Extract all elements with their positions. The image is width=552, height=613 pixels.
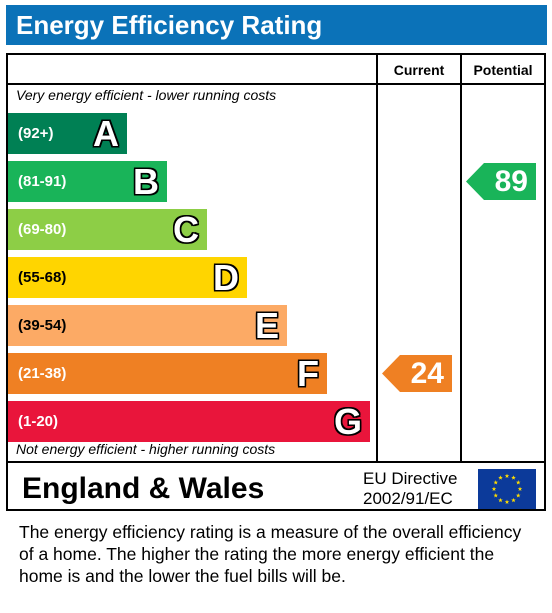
band-range-label: (81-91) [18,173,67,190]
region-name: England & Wales [22,472,265,505]
current-rating-value: 24 [410,357,444,390]
potential-column-divider [460,55,462,463]
eu-star-icon [504,473,510,478]
bottom-caption: Not energy efficient - higher running co… [16,441,276,457]
eu-star-icon [491,486,497,491]
potential-column-header: Potential [473,62,533,78]
band-letter: A [93,113,119,154]
eu-star-icon [511,497,516,503]
eu-star-icon [498,475,503,480]
band-c: (69-80) C [8,209,207,250]
band-letter: D [213,257,239,298]
band-a: (92+) A [8,113,127,154]
current-rating-arrow: 24 [382,355,452,392]
band-range-label: (92+) [18,125,54,142]
band-range-label: (55-68) [18,269,67,286]
page-title: Energy Efficiency Rating [6,5,547,45]
band-letter: B [133,161,159,202]
band-d: (55-68) D [8,257,247,298]
band-letter: F [297,353,319,394]
directive-line-1: EU Directive [363,469,458,488]
footer-divider [8,461,544,463]
band-range-label: (39-54) [18,317,67,334]
eu-directive: EU Directive 2002/91/EC [363,469,457,509]
description-text: The energy efficiency rating is a measur… [19,522,522,586]
band-range-label: (69-80) [18,221,67,238]
top-caption: Very energy efficient - lower running co… [16,87,277,103]
potential-rating-arrow: 89 [466,163,536,200]
band-g: (1-20) G [8,401,370,442]
band-f: (21-38) F [8,353,327,394]
band-e: (39-54) E [8,305,287,346]
eu-flag-icon [478,469,536,509]
eu-star-icon [515,480,521,485]
band-b: (81-91) B [8,161,167,202]
potential-rating-value: 89 [494,165,528,198]
current-column-header: Current [393,62,445,78]
band-letter: E [254,305,279,346]
band-letter: C [173,209,199,250]
eu-star-icon [515,493,521,498]
eu-star-icon [493,480,499,485]
current-column-divider [376,55,378,463]
header-divider [8,83,544,85]
band-range-label: (21-38) [18,365,67,382]
eu-star-icon [511,475,516,480]
eu-star-icon [504,499,510,504]
eu-star-icon [498,497,503,503]
band-letter: G [333,401,362,442]
directive-line-2: 2002/91/EC [363,489,453,508]
rating-chart: Current Potential Very energy efficient … [6,53,546,511]
eu-star-icon [493,493,499,498]
band-range-label: (1-20) [18,413,59,430]
eu-star-icon [517,486,523,491]
